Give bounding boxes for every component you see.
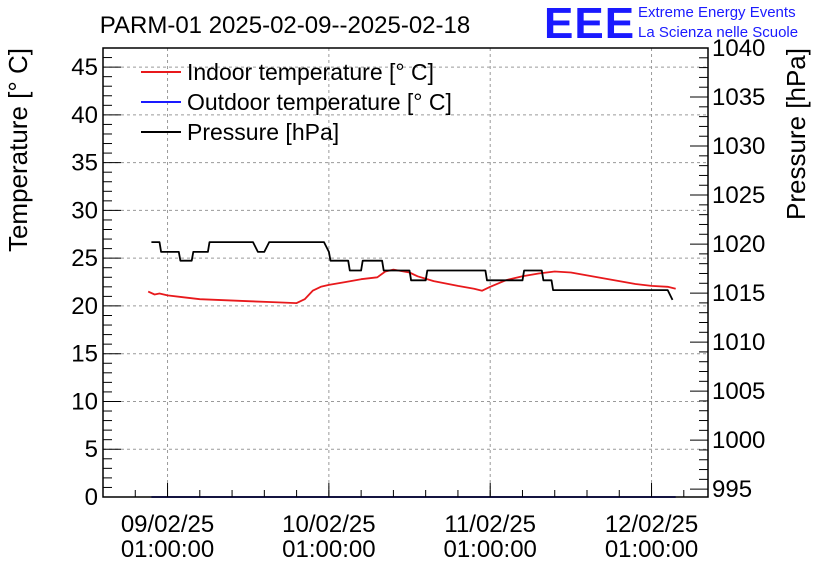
y-tick-label: 30 bbox=[71, 197, 98, 224]
logo-text-line2: La Scienza nelle Scuole bbox=[638, 24, 799, 41]
y2-tick-label: 1030 bbox=[712, 133, 765, 160]
logo-text-line1: Extreme Energy Events bbox=[638, 4, 796, 21]
legend-label: Indoor temperature [° C] bbox=[187, 59, 434, 85]
y-tick-label: 20 bbox=[71, 293, 98, 320]
y2-tick-label: 1000 bbox=[712, 427, 765, 454]
y2-tick-label: 1040 bbox=[712, 35, 765, 62]
axes: 0510152025303540459951000100510101015102… bbox=[71, 35, 765, 563]
x-tick-label-date: 09/02/25 bbox=[121, 511, 214, 538]
plot-frame bbox=[102, 47, 709, 498]
y-tick-label: 0 bbox=[85, 484, 98, 511]
x-tick-label-time: 01:00:00 bbox=[443, 536, 536, 563]
x-tick-label-date: 11/02/25 bbox=[444, 511, 536, 538]
y2-tick-label: 1035 bbox=[712, 84, 765, 111]
chart-title: PARM-01 2025-02-09--2025-02-18 bbox=[100, 12, 470, 39]
y2-tick-label: 1020 bbox=[712, 231, 765, 258]
series-lines bbox=[147, 241, 676, 498]
eee-logo: EEE Extreme Energy Events La Scienza nel… bbox=[544, 2, 834, 46]
y-tick-label: 10 bbox=[71, 388, 98, 415]
x-tick-label-time: 01:00:00 bbox=[282, 536, 375, 563]
y2-tick-label: 995 bbox=[712, 476, 752, 503]
x-tick-label-time: 01:00:00 bbox=[121, 536, 214, 563]
y2-tick-label: 1015 bbox=[712, 280, 765, 307]
y-axis-label: Temperature [° C] bbox=[3, 48, 33, 252]
y-tick-label: 15 bbox=[71, 341, 98, 368]
y2-axis-label: Pressure [hPa] bbox=[781, 48, 811, 220]
y-tick-label: 40 bbox=[71, 102, 98, 129]
y-tick-label: 45 bbox=[71, 54, 98, 81]
legend: Indoor temperature [° C] Outdoor temperat… bbox=[141, 59, 452, 145]
y-tick-label: 25 bbox=[71, 245, 98, 272]
eee-logo-mark: EEE bbox=[544, 0, 636, 48]
grid-lines bbox=[103, 48, 708, 497]
x-tick-label-time: 01:00:00 bbox=[605, 536, 698, 563]
series-line bbox=[151, 241, 674, 301]
legend-label: Pressure [hPa] bbox=[187, 119, 339, 145]
x-tick-label-date: 12/02/25 bbox=[605, 511, 698, 538]
y-tick-label: 35 bbox=[71, 150, 98, 177]
series-line bbox=[147, 268, 676, 305]
legend-label: Outdoor temperature [° C] bbox=[187, 89, 452, 115]
y2-tick-label: 1010 bbox=[712, 329, 765, 356]
y-tick-label: 5 bbox=[85, 436, 98, 463]
y2-tick-label: 1005 bbox=[712, 378, 765, 405]
y2-tick-label: 1025 bbox=[712, 182, 765, 209]
x-tick-label-date: 10/02/25 bbox=[282, 511, 375, 538]
